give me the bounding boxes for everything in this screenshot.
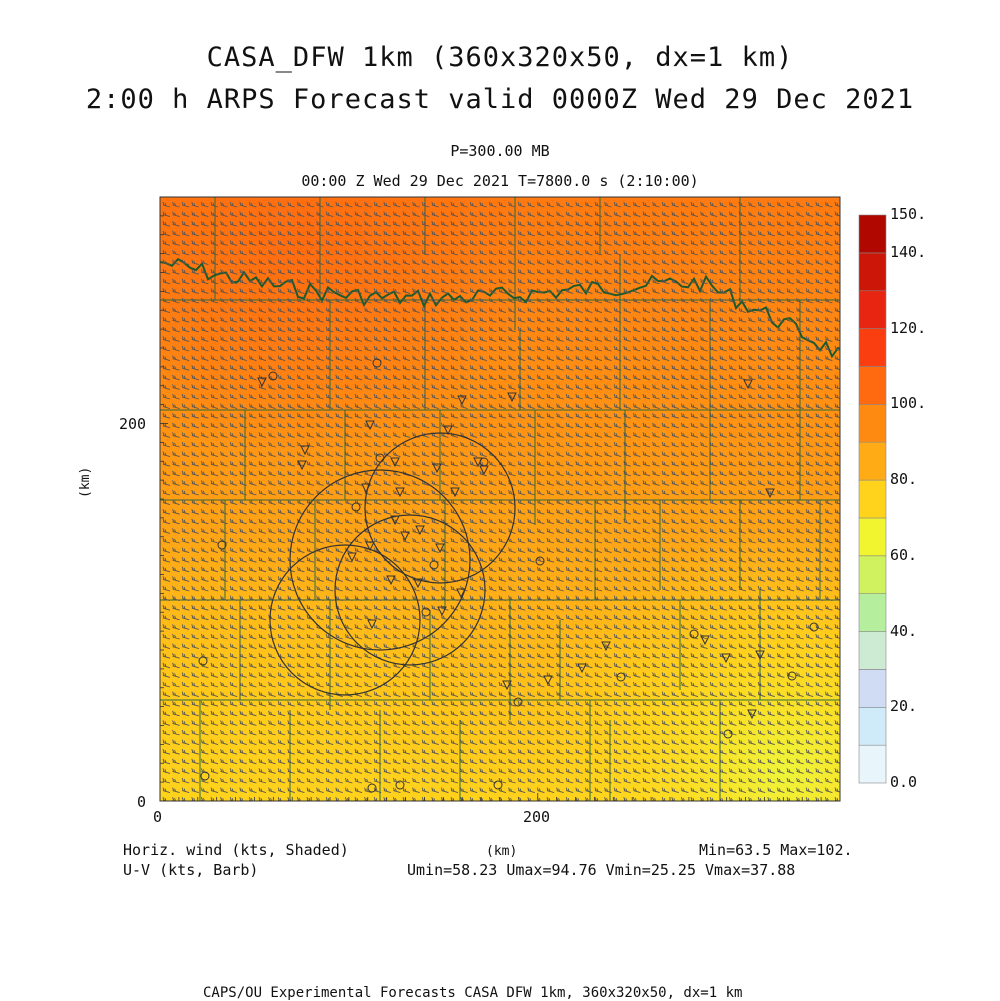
colorbar-tick-label: 150. (890, 205, 927, 223)
colorbar-box (858, 517, 887, 557)
chart-subtitle: 2:00 h ARPS Forecast valid 0000Z Wed 29 … (85, 84, 915, 115)
colorbar-tick-label: 40. (890, 621, 918, 640)
barb-variable-label: U-V (kts, Barb) (123, 861, 259, 879)
colorbar-box (858, 441, 887, 481)
x-axis-label: (km) (486, 844, 518, 859)
colorbar-box (858, 744, 887, 784)
colorbar-box (858, 290, 887, 329)
colorbar-box (858, 593, 887, 632)
x-tick-label-200: 200 (523, 808, 551, 826)
colorbar-box (858, 669, 887, 708)
colorbar-box (858, 479, 887, 519)
y-tick-label-0: 0 (137, 793, 147, 811)
chart-title: CASA_DFW 1km (360x320x50, dx=1 km) (206, 42, 794, 73)
colorbar-box (858, 631, 887, 670)
colorbar-tick-label: 60. (890, 545, 918, 564)
colorbar-box (858, 252, 887, 292)
colorbar-tick-label: 140. (890, 242, 927, 261)
axis-ticks (159, 196, 841, 802)
valid-time-label: 00:00 Z Wed 29 Dec 2021 T=7800.0 s (2:10… (301, 172, 699, 190)
credit-label: CAPS/OU Experimental Forecasts CASA DFW … (203, 985, 743, 1001)
y-tick-label-200: 200 (119, 415, 147, 433)
wind-barbs (162, 201, 840, 801)
x-tick-label-0: 0 (153, 808, 163, 826)
colorbar-tick-label: 20. (890, 697, 918, 716)
colorbar-tick-label: 80. (890, 470, 918, 489)
station-markers (198, 358, 819, 793)
colorbar-box (858, 328, 887, 367)
colorbar-tick-label: 120. (890, 318, 927, 337)
colorbar-boxes (858, 214, 887, 784)
radar-range-rings (269, 432, 516, 696)
minmax-label: Min=63.5 Max=102. (699, 841, 853, 859)
uv-stats-label: Umin=58.23 Umax=94.76 Vmin=25.25 Vmax=37… (407, 861, 796, 879)
pressure-level-label: P=300.00 MB (450, 142, 550, 160)
y-axis-label: (km) (78, 466, 93, 498)
colorbar-box (858, 214, 887, 254)
colorbar-box (858, 366, 887, 405)
shaded-variable-label: Horiz. wind (kts, Shaded) (123, 841, 349, 859)
colorbar-tick-label: 0.0 (890, 773, 918, 791)
colorbar-box (858, 403, 887, 443)
colorbar-tick-label: 100. (890, 394, 927, 413)
colorbar-box (858, 555, 887, 594)
colorbar-box (858, 706, 887, 746)
